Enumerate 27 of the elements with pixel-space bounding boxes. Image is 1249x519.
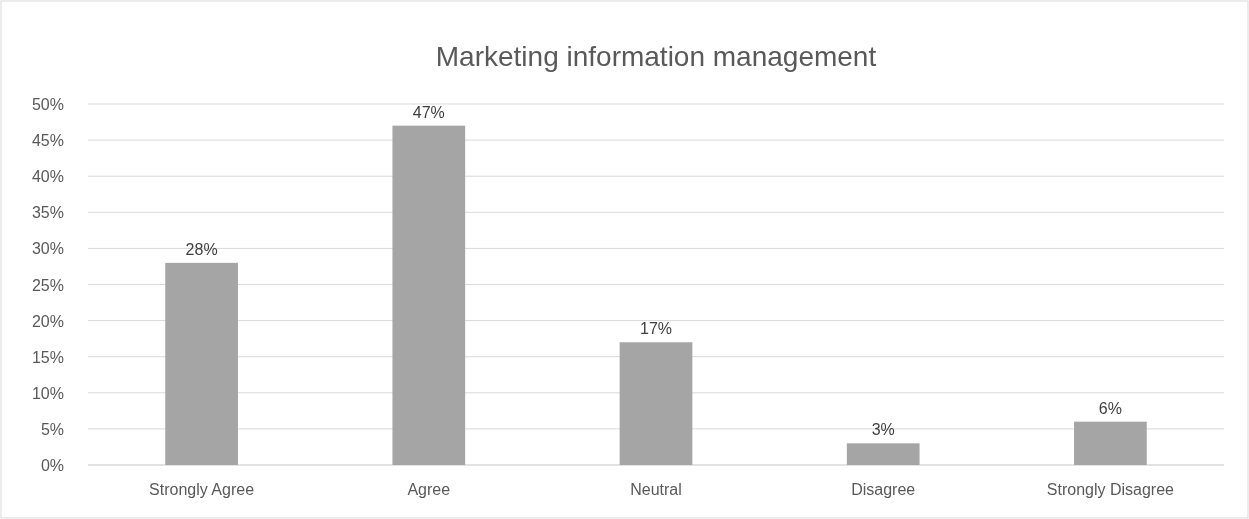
bar — [165, 262, 238, 465]
y-tick-label: 45% — [31, 132, 64, 150]
x-tick-label: Strongly Disagree — [1046, 481, 1175, 498]
bar — [846, 443, 920, 465]
x-tick-label: Agree — [407, 481, 451, 498]
y-tick-label: 20% — [31, 312, 64, 330]
data-label: 17% — [639, 320, 673, 338]
x-tick-label: Strongly Agree — [149, 481, 255, 498]
y-tick-label: 0% — [40, 457, 64, 474]
y-tick-label: 5% — [40, 420, 64, 438]
y-tick-label: 25% — [31, 276, 64, 294]
y-tick-label: 35% — [31, 204, 64, 222]
chart-title: Marketing information management — [435, 41, 877, 72]
x-tick-label: Neutral — [630, 481, 682, 498]
data-label: 6% — [1098, 399, 1122, 417]
y-tick-label: 10% — [31, 384, 64, 402]
bar — [1074, 421, 1147, 465]
y-tick-label: 50% — [31, 96, 64, 113]
bar — [619, 342, 693, 465]
y-tick-label: 15% — [31, 348, 64, 366]
y-tick-label: 40% — [31, 168, 64, 186]
y-tick-label: 30% — [31, 240, 64, 258]
data-label: 47% — [412, 103, 445, 121]
x-tick-label: Disagree — [851, 481, 916, 498]
data-label: 28% — [185, 240, 218, 258]
bar — [392, 125, 466, 465]
data-label: 3% — [871, 421, 895, 439]
